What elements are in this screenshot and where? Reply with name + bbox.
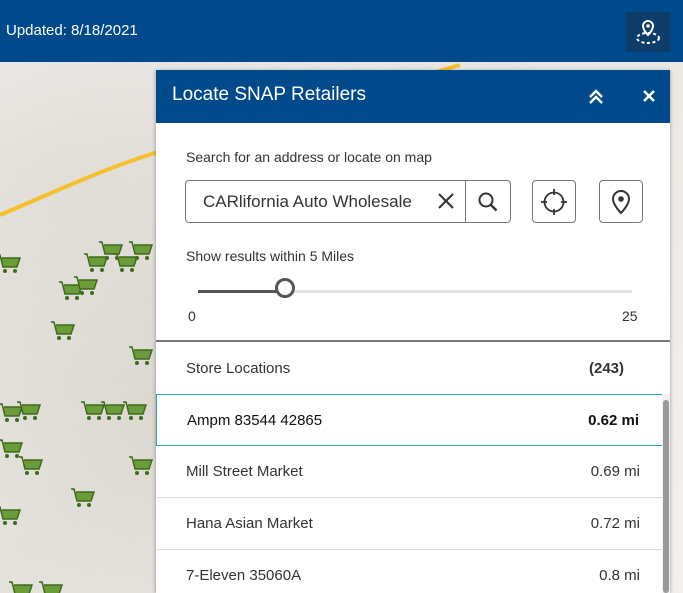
cart-marker[interactable] xyxy=(39,581,64,593)
cart-marker[interactable] xyxy=(19,456,44,475)
store-list-item[interactable]: Mill Street Market 0.69 mi xyxy=(156,446,670,498)
cart-marker[interactable] xyxy=(74,276,99,295)
radius-max-label: 25 xyxy=(622,308,638,324)
cart-marker[interactable] xyxy=(0,403,24,422)
store-count: (243) xyxy=(589,360,625,377)
store-distance: 0.72 mi xyxy=(590,515,640,532)
cart-marker[interactable] xyxy=(114,253,139,272)
radius-slider-track[interactable] xyxy=(198,290,632,293)
app-header: Updated: 8/18/2021 xyxy=(0,0,683,62)
store-list-title: Store Locations xyxy=(186,360,291,377)
cart-marker[interactable] xyxy=(71,488,96,507)
cart-marker[interactable] xyxy=(99,241,124,260)
locate-panel: Locate SNAP Retailers Search for an addr… xyxy=(156,70,670,593)
map-pin-locate-icon xyxy=(636,19,660,44)
locate-retailers-button[interactable] xyxy=(626,12,670,52)
panel-title: Locate SNAP Retailers xyxy=(172,84,366,105)
panel-header: Locate SNAP Retailers xyxy=(156,70,670,123)
close-panel-button[interactable] xyxy=(638,85,660,107)
cart-marker[interactable] xyxy=(84,253,109,272)
store-distance: 0.69 mi xyxy=(590,463,640,480)
cart-marker[interactable] xyxy=(81,401,106,420)
radius-slider-fill xyxy=(198,290,285,293)
cart-marker[interactable] xyxy=(17,401,42,420)
cart-marker[interactable] xyxy=(129,456,154,475)
close-icon xyxy=(643,90,655,102)
address-search-input[interactable] xyxy=(186,181,451,222)
cart-marker[interactable] xyxy=(129,346,154,365)
store-distance: 0.62 mi xyxy=(588,412,639,429)
cart-marker[interactable] xyxy=(123,401,148,420)
updated-date-text: Updated: 8/18/2021 xyxy=(6,22,138,39)
cart-marker[interactable] xyxy=(0,439,24,458)
search-label: Search for an address or locate on map xyxy=(186,149,432,165)
cart-marker[interactable] xyxy=(59,281,84,300)
collapse-panel-button[interactable] xyxy=(584,86,608,108)
clear-search-button[interactable] xyxy=(434,189,458,213)
search-icon xyxy=(478,192,498,211)
address-search-box xyxy=(185,180,511,223)
search-separator xyxy=(465,181,466,222)
map-pin-icon xyxy=(611,189,631,214)
store-name: Hana Asian Market xyxy=(186,515,313,532)
clear-icon xyxy=(438,193,454,209)
search-button[interactable] xyxy=(466,181,510,222)
cart-marker[interactable] xyxy=(129,241,154,260)
store-name: Ampm 83544 42865 xyxy=(187,412,323,429)
radius-min-label: 0 xyxy=(188,308,196,324)
snap-retailer-markers[interactable] xyxy=(0,241,154,593)
use-current-location-button[interactable] xyxy=(532,180,576,223)
results-scrollbar[interactable] xyxy=(662,394,670,593)
chevron-double-up-icon xyxy=(589,89,603,104)
store-list-item[interactable]: Ampm 83544 42865 0.62 mi xyxy=(156,394,670,446)
store-list-item[interactable]: Hana Asian Market 0.72 mi xyxy=(156,498,670,550)
store-results-list: Ampm 83544 42865 0.62 mi Mill Street Mar… xyxy=(156,394,670,593)
section-divider xyxy=(156,340,670,342)
radius-label: Show results within 5 Miles xyxy=(186,248,355,264)
results-scrollbar-thumb[interactable] xyxy=(663,400,669,593)
crosshair-icon xyxy=(541,188,567,215)
store-list-header: Store Locations (243) xyxy=(156,342,670,394)
cart-marker[interactable] xyxy=(101,401,126,420)
cart-marker[interactable] xyxy=(9,581,34,593)
cart-marker[interactable] xyxy=(0,254,22,273)
cart-marker[interactable] xyxy=(0,506,22,525)
store-name: 7-Eleven 35060A xyxy=(186,567,302,584)
cart-marker[interactable] xyxy=(51,321,76,340)
store-list-item[interactable]: 7-Eleven 35060A 0.8 mi xyxy=(156,550,670,593)
radius-slider-handle[interactable] xyxy=(274,278,295,298)
select-on-map-button[interactable] xyxy=(599,180,643,223)
store-distance: 0.8 mi xyxy=(599,567,640,584)
store-name: Mill Street Market xyxy=(186,463,303,480)
